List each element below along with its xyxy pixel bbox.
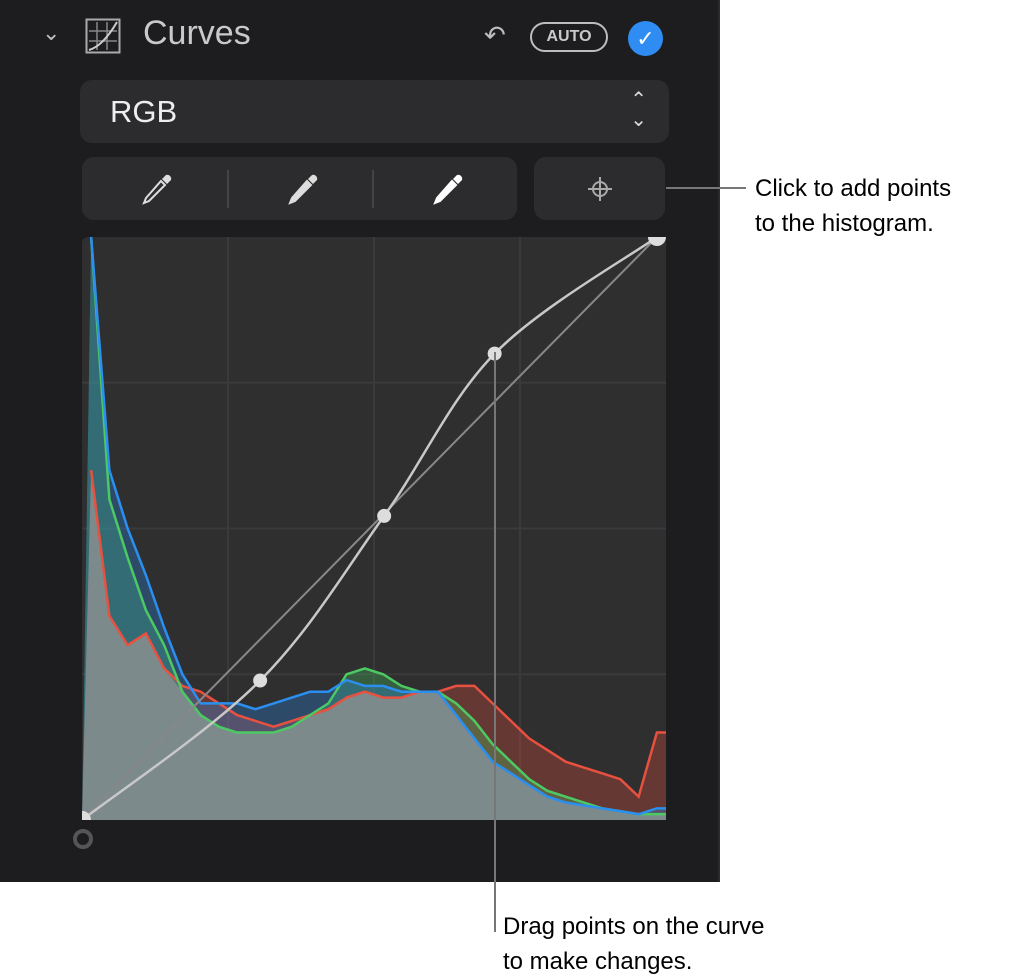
curves-icon — [85, 18, 121, 54]
black-point-eyedropper-icon[interactable] — [136, 171, 176, 207]
eyedropper-group — [82, 157, 517, 220]
histogram-blue-line — [89, 237, 666, 816]
callout-add-points: Click to add points to the histogram. — [755, 171, 951, 241]
histogram-luma-fill — [82, 470, 666, 820]
callout-text: Drag points on the curve — [503, 913, 765, 940]
divider — [227, 170, 229, 208]
add-point-button[interactable] — [534, 157, 665, 220]
curve-point-handle[interactable] — [253, 673, 268, 688]
callout-text: Click to add points — [755, 175, 952, 202]
checkmark-icon[interactable]: ✓ — [628, 21, 663, 56]
crosshair-icon — [588, 177, 612, 201]
channel-select-value: RGB — [110, 94, 178, 129]
section-title: Curves — [143, 14, 251, 52]
black-point-handle[interactable] — [72, 828, 94, 850]
mid-point-eyedropper-icon[interactable] — [282, 171, 322, 207]
callout-line — [666, 187, 746, 189]
callout-line — [494, 352, 496, 932]
chevron-down-icon[interactable]: ⌄ — [42, 20, 61, 45]
curve-point-handle[interactable] — [648, 237, 666, 246]
undo-icon[interactable]: ↶ — [484, 20, 506, 50]
curves-histogram[interactable] — [82, 237, 666, 820]
callout-text: to make changes. — [503, 948, 693, 975]
up-down-chevron-icon: ⌃ ⌄ — [630, 89, 647, 131]
channel-select[interactable]: RGB ⌃ ⌄ — [80, 80, 669, 143]
histogram-red-line — [89, 470, 666, 800]
callout-drag-points: Drag points on the curve to make changes… — [503, 909, 764, 979]
auto-button[interactable]: AUTO — [530, 22, 608, 52]
divider — [372, 170, 374, 208]
histogram-green-line — [89, 237, 666, 816]
curves-panel: ⌄ Curves ↶ AUTO ✓ RGB ⌃ ⌄ — [0, 0, 720, 882]
curve-point-handle[interactable] — [82, 811, 91, 820]
callout-text: to the histogram. — [755, 210, 934, 237]
white-point-eyedropper-icon[interactable] — [427, 171, 467, 207]
identity-line — [82, 237, 658, 820]
curve-point-handle[interactable] — [377, 508, 392, 523]
